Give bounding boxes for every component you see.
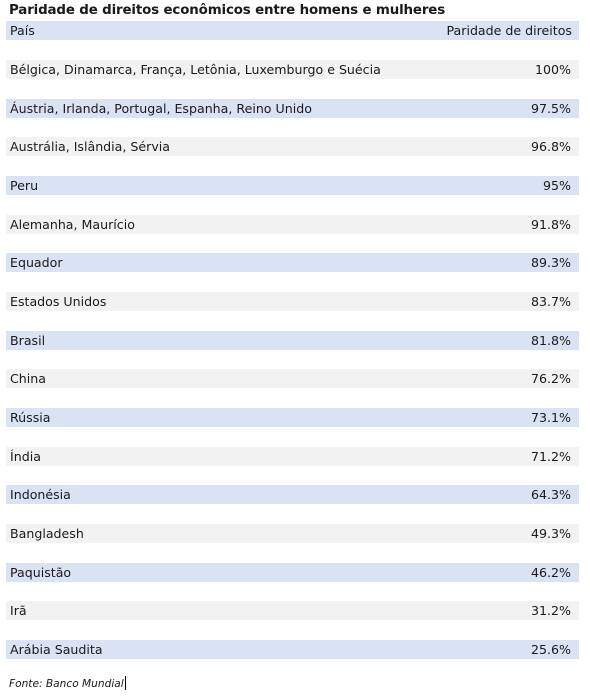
row-value: 31.2% xyxy=(530,603,571,619)
row-country: Bélgica, Dinamarca, França, Letônia, Lux… xyxy=(10,62,381,77)
table-row: China 76.2% xyxy=(6,369,579,389)
table-row: Rússia 73.1% xyxy=(6,407,579,427)
header-country: País xyxy=(10,23,35,38)
row-country: Índia xyxy=(10,448,41,464)
table-row: Bangladesh 49.3% xyxy=(6,523,579,543)
row-country: Bangladesh xyxy=(10,525,84,541)
table-row: Irã 31.2% xyxy=(6,601,579,621)
row-value: 89.3% xyxy=(530,255,571,271)
row-value: 64.3% xyxy=(530,487,571,503)
row-value: 83.7% xyxy=(530,293,571,309)
row-country: Rússia xyxy=(10,409,51,425)
row-country: Brasil xyxy=(10,332,46,348)
row-country: Austrália, Islândia, Sérvia xyxy=(10,139,170,155)
table-body: Bélgica, Dinamarca, França, Letônia, Lux… xyxy=(6,60,579,679)
table-row: Indonésia 64.3% xyxy=(6,485,579,505)
table-row: Índia 71.2% xyxy=(6,446,579,466)
row-value: 76.2% xyxy=(530,371,571,387)
row-country: China xyxy=(10,371,46,387)
table-row: Áustria, Irlanda, Portugal, Espanha, Rei… xyxy=(6,98,579,118)
row-value: 100% xyxy=(534,62,571,77)
row-country: Áustria, Irlanda, Portugal, Espanha, Rei… xyxy=(10,100,312,116)
text-cursor xyxy=(124,676,126,690)
table-row: Alemanha, Maurício 91.8% xyxy=(6,214,579,234)
row-value: 25.6% xyxy=(530,641,571,657)
header-parity: Paridade de direitos xyxy=(446,23,572,38)
row-country: Alemanha, Maurício xyxy=(10,216,135,232)
row-value: 81.8% xyxy=(530,332,571,348)
row-country: Paquistão xyxy=(10,564,72,580)
table-row: Equador 89.3% xyxy=(6,253,579,273)
table-row: Brasil 81.8% xyxy=(6,330,579,350)
row-country: Irã xyxy=(10,603,27,619)
row-value: 49.3% xyxy=(530,525,571,541)
table-row: Paquistão 46.2% xyxy=(6,562,579,582)
row-value: 71.2% xyxy=(530,448,571,464)
row-value: 96.8% xyxy=(530,139,571,155)
source-note: Fonte: Banco Mundial xyxy=(9,676,126,690)
table-row: Peru 95% xyxy=(6,175,579,195)
row-value: 95% xyxy=(543,177,571,193)
row-country: Peru xyxy=(10,177,39,193)
row-country: Indonésia xyxy=(10,487,71,503)
table-row: Bélgica, Dinamarca, França, Letônia, Lux… xyxy=(6,60,579,79)
table-title: Paridade de direitos econômicos entre ho… xyxy=(9,3,446,18)
source-text: Fonte: Banco Mundial xyxy=(9,678,124,690)
row-country: Arábia Saudita xyxy=(10,641,103,657)
row-country: Estados Unidos xyxy=(10,293,107,309)
table-row: Arábia Saudita 25.6% xyxy=(6,639,579,659)
row-value: 91.8% xyxy=(530,216,571,232)
table-row: Austrália, Islândia, Sérvia 96.8% xyxy=(6,137,579,157)
row-value: 97.5% xyxy=(530,100,571,116)
row-value: 46.2% xyxy=(530,564,571,580)
row-country: Equador xyxy=(10,255,63,271)
table-header: País Paridade de direitos xyxy=(6,21,579,40)
row-value: 73.1% xyxy=(530,409,571,425)
table-row: Estados Unidos 83.7% xyxy=(6,291,579,311)
